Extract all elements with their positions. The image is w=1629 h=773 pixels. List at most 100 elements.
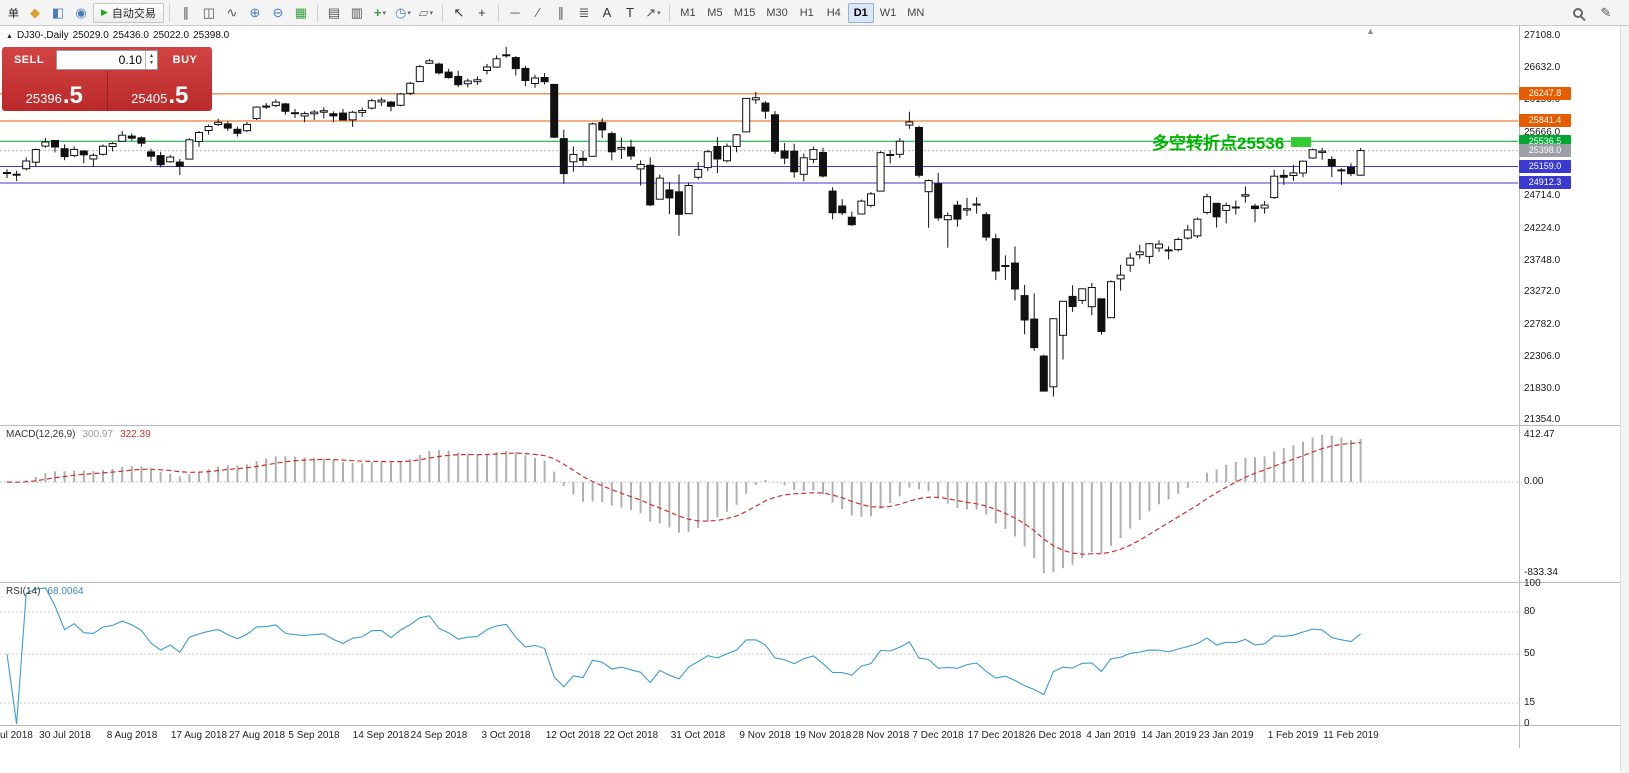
text-icon[interactable]: A (596, 3, 618, 23)
timeframe-h1[interactable]: H1 (799, 6, 814, 19)
date-axis-label: 14 Jan 2019 (1141, 730, 1197, 741)
price-axis-label: 27108.0 (1524, 30, 1561, 41)
toolbar-separator (168, 3, 170, 22)
tile-windows-icon: ▦ (294, 4, 308, 20)
sell-price-int: 25396 (25, 91, 62, 106)
chart-window: ▲ DJ30-,Daily 25029.0 25436.0 25022.0 25398.0… (0, 26, 1629, 773)
date-axis-label: 23 Jan 2019 (1198, 730, 1254, 741)
zoom-out-icon: ⊖ (272, 4, 284, 20)
candlestick-chart-icon: ◫ (202, 4, 216, 20)
chevron-down-icon: ▾ (407, 9, 411, 17)
volume-input[interactable]: 0.10 ▴ ▾ (56, 50, 158, 70)
alerts-icon[interactable]: ◆ (24, 3, 46, 23)
timeframe-m1[interactable]: M1 (680, 6, 696, 19)
vertical-scrollbar[interactable] (1620, 26, 1629, 773)
ohlc-low: 25022.0 (152, 30, 190, 41)
price-axis-label: 26632.0 (1524, 62, 1561, 73)
arrows-icon: ↗ (645, 4, 657, 20)
buy-price[interactable]: 25405 .5 (108, 71, 213, 111)
bar-chart-icon: ∥ (182, 4, 190, 20)
text-label-icon[interactable]: T (619, 3, 641, 23)
bar-chart-icon[interactable]: ∥ (175, 3, 197, 23)
play-icon: ▶ (101, 7, 108, 17)
rsi-axis-label: 15 (1524, 697, 1536, 708)
macd-axis-min: -833.34 (1524, 567, 1558, 578)
date-axis-label: 8 Aug 2018 (106, 730, 158, 741)
equidistant-channel-icon: ∥ (557, 4, 565, 20)
chart-canvas[interactable] (0, 26, 1629, 773)
zoom-out-icon[interactable]: ⊖ (267, 3, 289, 23)
timeframe-m30[interactable]: M30 (766, 6, 788, 19)
rsi-axis-label: 80 (1524, 606, 1536, 617)
autotrading-button[interactable]: ▶ 自动交易 (93, 2, 164, 23)
templates-icon[interactable]: ▱ ▾ (415, 3, 437, 23)
dock-left-icon[interactable]: ▤ (323, 3, 345, 23)
macd-histogram (15, 434, 1362, 574)
buy-price-frac: .5 (168, 82, 189, 109)
equidistant-channel-icon[interactable]: ∥ (550, 3, 572, 23)
stepper-up-icon[interactable]: ▴ (149, 53, 153, 59)
timeframe-m5[interactable]: M5 (707, 6, 723, 19)
cursor-icon[interactable]: ↖ (448, 3, 470, 23)
trendline-icon[interactable]: ∕ (527, 3, 549, 23)
periods-icon[interactable]: ◷ ▾ (392, 3, 414, 23)
date-axis-label: 31 Oct 2018 (670, 730, 726, 741)
macd-axis-max: 412.47 (1524, 429, 1555, 440)
rsi-value: 68.0064 (47, 586, 84, 597)
rsi-title: RSI(14) (6, 586, 41, 597)
price-axis-label: 24714.0 (1524, 190, 1561, 201)
symbol-marker-icon: ▲ (6, 33, 13, 40)
price-tag: 26247.8 (1519, 87, 1571, 100)
price-axis-label: 24224.0 (1524, 223, 1561, 234)
menu-label[interactable]: 单 (8, 7, 19, 20)
trendline-icon: ∕ (536, 5, 539, 20)
arrows-icon[interactable]: ↗ ▾ (642, 3, 664, 23)
zoom-in-icon[interactable]: ⊕ (244, 3, 266, 23)
price-axis-label: 22306.0 (1524, 351, 1561, 362)
timeframe-w1[interactable]: W1 (879, 6, 897, 19)
horizontal-line-icon[interactable]: ─ (504, 3, 526, 23)
price-axis-label: 21354.0 (1524, 414, 1561, 425)
buy-price-int: 25405 (131, 91, 168, 106)
horizontal-lines[interactable] (0, 93, 1518, 184)
zoom-in-icon: ⊕ (249, 4, 261, 20)
sell-button[interactable]: SELL (13, 54, 45, 66)
stepper-down-icon[interactable]: ▾ (149, 60, 153, 66)
fibonacci-icon[interactable]: ≣ (573, 3, 595, 23)
macd-signal-value: 322.39 (120, 429, 151, 440)
chevron-down-icon: ▾ (382, 9, 386, 17)
alerts-icon: ◆ (30, 4, 40, 20)
navigator-icon[interactable]: ◉ (70, 3, 92, 23)
price-axis-label: 23748.0 (1524, 255, 1561, 266)
date-axis-label: 17 Dec 2018 (967, 730, 1025, 741)
volume-value: 0.10 (118, 53, 142, 67)
timeframe-mn[interactable]: MN (907, 6, 925, 19)
timeframe-d1[interactable]: D1 (847, 2, 874, 23)
price-axis-label: 22782.0 (1524, 319, 1561, 330)
date-axis-label: 9 Nov 2018 (739, 730, 791, 741)
panel-divider (106, 71, 108, 111)
dock-right-icon[interactable]: ▥ (346, 3, 368, 23)
add-indicator-icon[interactable]: + ▾ (369, 3, 391, 23)
ohlc-high: 25436.0 (112, 30, 149, 41)
tile-windows-icon[interactable]: ▦ (290, 3, 312, 23)
volume-stepper[interactable]: ▴ ▾ (145, 51, 157, 69)
timeframe-h4[interactable]: H4 (826, 6, 841, 19)
sell-price[interactable]: 25396 .5 (2, 71, 107, 111)
crosshair-icon[interactable]: + (471, 3, 493, 23)
market-watch-icon[interactable]: ◧ (47, 3, 69, 23)
search-icon[interactable] (1567, 3, 1589, 23)
ohlc-open: 25029.0 (72, 30, 109, 41)
macd-main-value: 300.97 (82, 429, 114, 440)
candlestick-chart-icon[interactable]: ◫ (198, 3, 220, 23)
chart-shift-marker-icon[interactable]: ▲ (1366, 26, 1375, 36)
timeframe-m15[interactable]: M15 (733, 6, 756, 19)
date-axis-label: 1 Feb 2019 (1267, 730, 1319, 741)
horizontal-line-icon: ─ (510, 5, 520, 20)
line-chart-icon[interactable]: ∿ (221, 3, 243, 23)
buy-button[interactable]: BUY (172, 54, 198, 66)
rsi-axis-label: 100 (1524, 578, 1541, 589)
chevron-down-icon: ▾ (429, 9, 434, 17)
edit-icon[interactable]: ✎ (1595, 3, 1617, 23)
navigator-icon: ◉ (75, 4, 87, 20)
